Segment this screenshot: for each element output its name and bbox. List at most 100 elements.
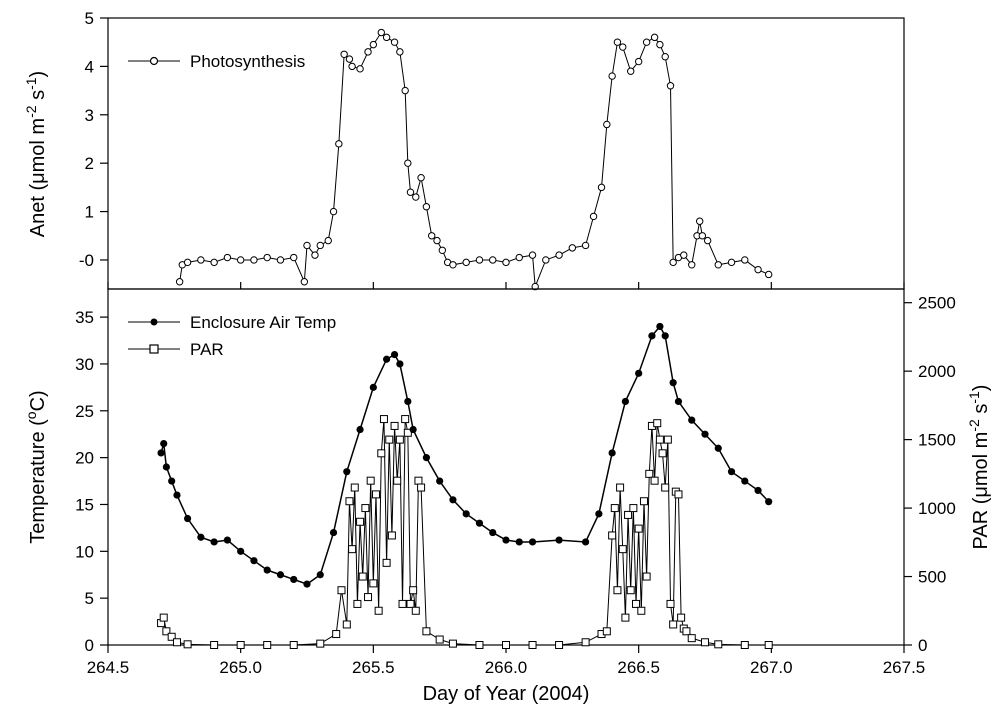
photosynthesis-point <box>613 38 622 46</box>
air-temp-point <box>621 397 630 406</box>
air-temp-point <box>329 528 338 537</box>
photosynthesis-point <box>390 38 399 46</box>
photosynthesis-point <box>223 253 232 262</box>
top-panel: -0 1 2 3 4 5 Anet (μmol m-2 s-1) Photosynthes… <box>23 9 905 291</box>
photosynthesis-point <box>449 261 457 269</box>
par-point <box>183 640 192 649</box>
air-temp-point <box>515 538 523 546</box>
x-tick-label: 266.0 <box>485 658 528 677</box>
air-temp-point <box>489 528 497 537</box>
air-temp-point <box>701 430 709 438</box>
photosynthesis-point <box>356 65 364 73</box>
photosynthesis-point <box>311 251 319 259</box>
photosynthesis-point <box>650 33 659 42</box>
air-temp-point <box>303 580 311 588</box>
par-point <box>435 635 444 644</box>
temp-y-tick-label: 10 <box>75 542 94 561</box>
par-point <box>618 545 627 554</box>
par-y-axis-label: PAR (μmol m-2 s-1) <box>966 385 992 550</box>
x-tick-label: 267.5 <box>883 658 926 677</box>
temp-y-tick-label: 35 <box>75 308 94 327</box>
par-point <box>263 641 272 649</box>
air-temp-point <box>396 360 404 368</box>
photosynthesis-point <box>303 241 311 250</box>
par-point <box>406 599 415 608</box>
par-point <box>714 640 723 649</box>
par-point <box>610 504 619 513</box>
par-point <box>645 469 654 478</box>
photosynthesis-point <box>555 251 563 259</box>
par-point <box>764 641 773 649</box>
par-point <box>398 599 407 608</box>
photosynthesis-point <box>377 28 385 37</box>
x-tick-label: 265.0 <box>219 658 262 677</box>
photosynthesis-point <box>276 256 285 264</box>
photosynthesis-point <box>714 261 722 269</box>
par-point <box>613 586 622 595</box>
air-temp-point <box>656 322 664 331</box>
par-point <box>393 476 402 485</box>
par-point <box>502 641 510 649</box>
bottom-legend: Enclosure Air Temp PAR <box>128 313 336 359</box>
air-temp-point <box>727 468 736 476</box>
photosynthesis-point <box>412 193 420 201</box>
air-temp-point <box>608 449 616 457</box>
par-point <box>172 638 181 647</box>
air-temp-point <box>462 510 470 518</box>
par-point <box>653 419 662 428</box>
par-point <box>624 510 633 519</box>
par-point <box>555 641 564 649</box>
air-temp-point <box>741 477 749 485</box>
par-point <box>382 558 391 567</box>
photosynthesis-point <box>688 261 696 269</box>
photosynthesis-point <box>698 232 707 240</box>
air-temp-point <box>674 397 683 406</box>
photosynthesis-point <box>627 67 635 75</box>
photosynthesis-point <box>754 265 762 274</box>
par-point <box>629 504 638 513</box>
top-y-tick-label: 4 <box>85 57 94 76</box>
par-point <box>658 449 667 458</box>
par-point <box>475 641 484 649</box>
temp-y-tick-label: 25 <box>75 402 94 421</box>
temperature-y-ticks: 0 5 10 15 20 25 30 35 <box>75 308 108 655</box>
photosynthesis-point <box>666 82 675 90</box>
photosynthesis-point <box>764 270 773 279</box>
temperature-y-axis-label: Temperature (oC) <box>23 390 49 543</box>
photosynthesis-point <box>382 33 391 42</box>
photosynthesis-point <box>542 256 550 264</box>
air-temp-point <box>595 510 603 518</box>
photosynthesis-point <box>364 48 372 56</box>
photosynthesis-point <box>680 251 688 259</box>
par-point <box>401 415 410 424</box>
par-point <box>650 476 659 485</box>
x-tick-label: 267.0 <box>750 658 793 677</box>
air-temp-point <box>184 514 192 523</box>
photosynthesis-point <box>515 253 523 262</box>
air-temp-point <box>223 536 231 544</box>
par-point <box>377 449 386 458</box>
bottom-panel: 0 5 10 15 20 25 30 35 0 500 1000 1500 2000 2500 264.… <box>23 288 992 705</box>
air-temp-point <box>475 519 484 527</box>
air-temp-point <box>276 571 285 579</box>
photosynthesis-legend-label: Photosynthesis <box>190 52 305 71</box>
par-point <box>348 545 357 554</box>
air-temp-legend-label: Enclosure Air Temp <box>190 313 336 332</box>
air-temp-point <box>409 425 417 434</box>
par-point <box>337 586 346 595</box>
photosynthesis-point <box>335 140 343 148</box>
par-point <box>358 572 367 581</box>
top-y-tick-label: 1 <box>85 203 94 222</box>
par-legend-marker <box>149 344 159 354</box>
top-y-tick-label: 5 <box>85 9 94 28</box>
par-point <box>422 627 431 636</box>
photosynthesis-point <box>589 212 598 221</box>
top-y-tick-label: -0 <box>79 251 94 270</box>
par-y-tick-label: 2500 <box>918 294 956 313</box>
par-y-tick-label: 1500 <box>918 431 956 450</box>
air-temp-point <box>173 491 181 499</box>
par-point <box>581 638 590 647</box>
top-x-ticks <box>107 282 905 289</box>
air-temp-point <box>648 332 656 340</box>
